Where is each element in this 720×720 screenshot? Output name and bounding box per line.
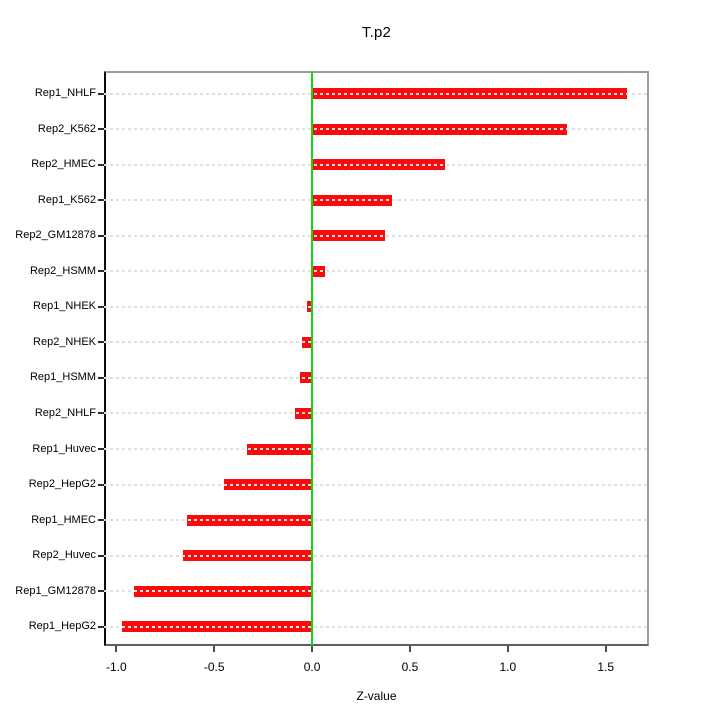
grid-line [104,341,649,344]
y-axis-tick [98,92,104,95]
grid-line [104,305,649,308]
y-axis-label: Rep2_HSMM [29,264,96,277]
grid-line [104,590,649,593]
x-axis-tick-label: 1.5 [597,660,615,674]
grid-line [104,519,649,522]
y-axis-tick [98,234,104,237]
y-axis-tick [98,448,104,450]
y-axis-tick [98,519,104,522]
x-axis-tick [311,646,314,652]
y-axis-label: Rep1_HMEC [31,513,96,526]
grid-line [104,554,649,557]
grid-line [104,128,649,131]
x-axis-tick-label: 1.0 [499,660,517,674]
y-axis-label: Rep2_Huvec [32,549,96,562]
y-axis-label: Rep1_GM12878 [15,584,96,597]
zero-reference-line [311,71,314,646]
y-axis-tick [98,625,104,628]
y-axis-label: Rep2_K562 [37,122,96,135]
grid-line [104,483,649,486]
x-axis-tick [604,646,607,652]
y-axis-label: Rep1_NHLF [34,87,96,99]
y-axis-tick [98,341,104,344]
y-axis-tick [98,163,104,166]
x-axis-tick [115,646,118,652]
y-axis-tick [98,270,104,273]
y-axis-tick [98,376,104,379]
y-axis-label: Rep2_GM12878 [15,229,96,242]
y-axis-label: Rep1_K562 [37,193,96,206]
grid-line [104,270,649,273]
x-axis-tick-label: -1.0 [105,660,127,674]
grid-line [104,234,649,237]
y-axis-tick [98,554,104,557]
y-axis-tick [98,305,104,308]
y-axis-tick [98,199,104,202]
y-axis-label: Rep1_NHEK [33,300,96,313]
grid-line [104,92,649,95]
x-axis-tick-label: -0.5 [203,660,225,674]
x-axis-title: Z-value [356,689,397,703]
x-axis-tick-label: 0.5 [401,660,419,674]
y-axis-label: Rep1_HSMM [29,371,96,384]
grid-line [104,412,649,415]
y-axis-label: Rep2_HepG2 [28,478,96,491]
y-axis-label: Rep1_HepG2 [28,620,96,633]
grid-line [104,448,649,450]
x-axis-tick [408,646,411,652]
y-axis-tick [98,128,104,131]
y-axis-label: Rep2_NHLF [34,406,96,419]
plot-area-border [104,71,649,646]
y-axis-tick [98,412,104,415]
y-axis-tick [98,483,104,486]
grid-line [104,163,649,166]
grid-line [104,376,649,379]
y-axis-label: Rep2_NHEK [33,335,96,348]
grid-line [104,625,649,628]
grid-line [104,199,649,202]
x-axis-tick-label: 0.0 [303,660,321,674]
y-axis-label: Rep2_HMEC [31,158,96,171]
x-axis-tick [506,646,509,652]
y-axis-tick [98,590,104,593]
chart-title: T.p2 [361,24,392,41]
x-axis-tick [213,646,216,652]
y-axis-label: Rep1_Huvec [32,442,96,455]
